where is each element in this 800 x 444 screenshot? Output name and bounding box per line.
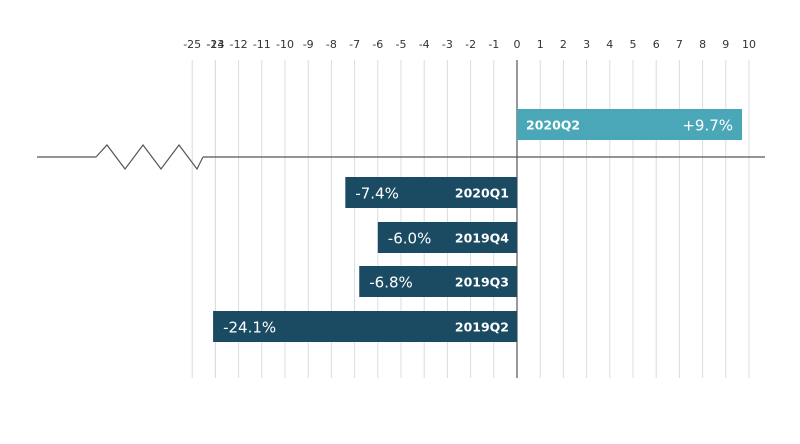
- x-tick-label: -11: [253, 38, 271, 51]
- x-tick-label: 5: [630, 38, 637, 51]
- bar-2019q3: 2019Q3 -6.8%: [359, 266, 517, 297]
- x-tick-label: -6: [372, 38, 383, 51]
- bar-2019q2: 2019Q2 -24.1%: [213, 311, 517, 342]
- bar-2020q2: 2020Q2 +9.7%: [517, 109, 743, 140]
- bar-rect: [359, 266, 517, 297]
- bar-value-label: -6.0%: [388, 230, 432, 248]
- bar-2019q4: 2019Q4 -6.0%: [377, 222, 517, 253]
- x-tick-label: 1: [537, 38, 544, 51]
- x-axis-ticks: -25 -24-13 -12 -11 -10 -9 -8 -7 -6 -5 -4 -3 -2 -1 0 1 2 3…: [183, 38, 756, 51]
- bar-value-label: +9.7%: [682, 117, 733, 135]
- bar-rect: [213, 311, 517, 342]
- bar-category-label: 2019Q2: [455, 320, 509, 335]
- bar-value-label: -6.8%: [369, 274, 413, 292]
- x-tick-label: -9: [303, 38, 314, 51]
- bar-rect: [377, 222, 517, 253]
- x-tick-label: -25: [183, 38, 201, 51]
- x-tick-label: 0: [514, 38, 521, 51]
- bar-value-label: -24.1%: [223, 319, 276, 337]
- x-tick-label: -10: [276, 38, 294, 51]
- bar-category-label: 2020Q1: [455, 186, 509, 201]
- bar-2020q1: 2020Q1 -7.4%: [345, 177, 517, 208]
- x-tick-label: 10: [742, 38, 756, 51]
- x-tick-label: 9: [722, 38, 729, 51]
- x-tick-label: 7: [676, 38, 683, 51]
- x-tick-label: 2: [560, 38, 567, 51]
- bar-rect: [517, 109, 743, 140]
- x-tick-label: 4: [606, 38, 613, 51]
- x-tick-label: -4: [419, 38, 430, 51]
- axis-break-zigzag: [95, 144, 204, 171]
- bar-value-label: -7.4%: [355, 185, 399, 203]
- x-tick-label: -8: [326, 38, 337, 51]
- x-tick-label: 6: [653, 38, 660, 51]
- x-tick-label: 3: [583, 38, 590, 51]
- x-tick-label: -3: [442, 38, 453, 51]
- bars: 2020Q2 +9.7% 2020Q1 -7.4% 2019Q4 -6.0% 2019Q3 -…: [213, 109, 743, 342]
- x-tick-label: -12: [230, 38, 248, 51]
- x-tick-label: 8: [699, 38, 706, 51]
- bar-category-label: 2019Q3: [455, 275, 509, 290]
- bar-rect: [345, 177, 517, 208]
- bar-category-label: 2019Q4: [455, 231, 509, 246]
- x-tick-label: -1: [488, 38, 499, 51]
- x-tick-label: -2: [465, 38, 476, 51]
- x-tick-label: -5: [396, 38, 407, 51]
- x-tick-label: -24: [206, 38, 224, 51]
- x-tick-label: -7: [349, 38, 360, 51]
- bar-category-label: 2020Q2: [526, 118, 580, 133]
- x-tick-label: -13: [206, 38, 224, 51]
